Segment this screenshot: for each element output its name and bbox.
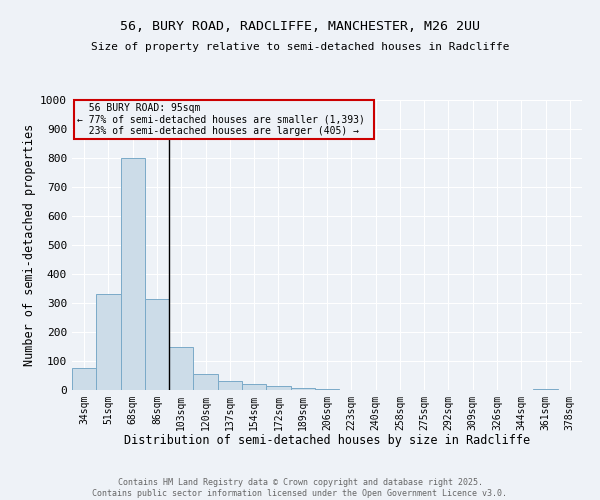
Text: Size of property relative to semi-detached houses in Radcliffe: Size of property relative to semi-detach… <box>91 42 509 52</box>
Text: 56 BURY ROAD: 95sqm  
← 77% of semi-detached houses are smaller (1,393)
  23% of: 56 BURY ROAD: 95sqm ← 77% of semi-detach… <box>77 103 371 136</box>
Bar <box>193 374 218 390</box>
Bar <box>145 298 169 390</box>
Bar <box>96 294 121 390</box>
Bar <box>315 388 339 390</box>
Text: Contains HM Land Registry data © Crown copyright and database right 2025.
Contai: Contains HM Land Registry data © Crown c… <box>92 478 508 498</box>
Bar <box>242 384 266 390</box>
Bar <box>121 158 145 390</box>
X-axis label: Distribution of semi-detached houses by size in Radcliffe: Distribution of semi-detached houses by … <box>124 434 530 448</box>
Text: 56, BURY ROAD, RADCLIFFE, MANCHESTER, M26 2UU: 56, BURY ROAD, RADCLIFFE, MANCHESTER, M2… <box>120 20 480 33</box>
Y-axis label: Number of semi-detached properties: Number of semi-detached properties <box>23 124 36 366</box>
Bar <box>218 382 242 390</box>
Bar <box>169 346 193 390</box>
Bar <box>290 388 315 390</box>
Bar <box>533 388 558 390</box>
Bar <box>72 368 96 390</box>
Bar <box>266 386 290 390</box>
